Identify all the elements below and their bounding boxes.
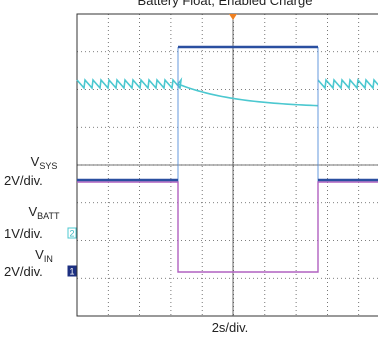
- channel-name-sub: IN: [44, 254, 53, 264]
- vsys-trace: [77, 45, 378, 182]
- time-scale: 2s/div.: [212, 320, 249, 335]
- channel-name-sub: SYS: [39, 161, 57, 171]
- vsys-edges: [177, 47, 319, 182]
- channel-name-main: V: [31, 154, 40, 169]
- channel-name: VBATT: [28, 204, 60, 221]
- channel-marker-box: [67, 265, 77, 277]
- channel-marker: 2: [69, 229, 74, 239]
- channel-scale: 1V/div.: [4, 226, 43, 241]
- channel-scale: 2V/div.: [4, 173, 43, 188]
- vbatt-trace: [76, 77, 378, 107]
- channel-name: VIN: [35, 247, 53, 264]
- graticule: [77, 14, 378, 316]
- channel-marker-box: [67, 227, 77, 239]
- trigger-marker: [229, 14, 237, 20]
- channel-marker: 1: [69, 267, 74, 277]
- channel-name-main: V: [35, 247, 44, 262]
- channel-name-sub: BATT: [37, 211, 60, 221]
- title: Battery Float, Enabled Charge: [138, 0, 313, 8]
- channel-name-main: V: [28, 204, 37, 219]
- vin-trace: [77, 181, 378, 273]
- channel-name: VSYS: [31, 154, 58, 171]
- channel-scale: 2V/div.: [4, 264, 43, 279]
